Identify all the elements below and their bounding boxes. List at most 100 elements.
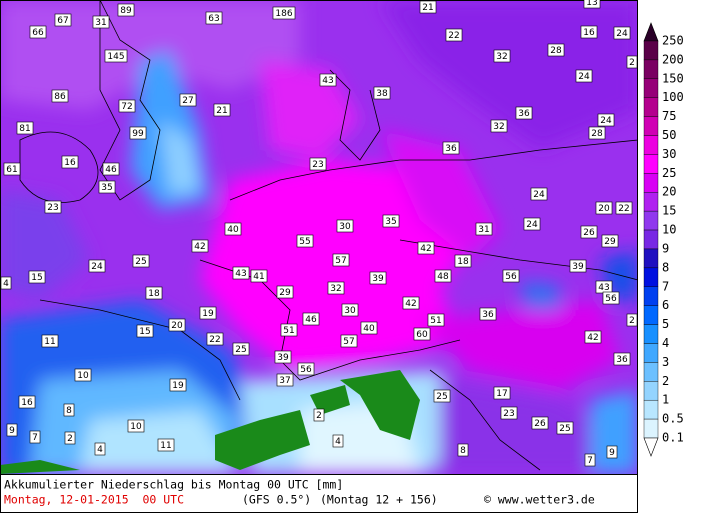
map-label: 25 — [436, 392, 447, 402]
map-label: 27 — [182, 96, 193, 106]
map-label: 25 — [135, 257, 146, 267]
label-box — [232, 266, 250, 280]
label-box — [419, 0, 437, 14]
map-label: 16 — [64, 158, 76, 168]
footer-model: (GFS 0.5°) — [242, 493, 311, 507]
colorbar-label: 150 — [662, 71, 684, 85]
label-box — [402, 296, 420, 310]
label-box — [0, 276, 12, 290]
map-label: 15 — [31, 273, 42, 283]
label-box — [382, 214, 400, 228]
map-label: 36 — [482, 310, 494, 320]
colorbar-band — [643, 135, 659, 155]
map-label: 51 — [430, 316, 441, 326]
map-label: 18 — [457, 257, 469, 267]
map-label: 63 — [208, 14, 219, 24]
map-label: 9 — [9, 426, 15, 436]
colorbar-band — [643, 59, 659, 80]
map-label: 24 — [616, 29, 628, 39]
map-label: 40 — [363, 324, 375, 334]
label-box — [332, 253, 350, 267]
label-box — [613, 352, 631, 366]
map-label: 36 — [518, 109, 530, 119]
colorbar-band — [643, 248, 659, 269]
map-label: 21 — [422, 3, 433, 13]
map-label: 31 — [478, 225, 489, 235]
label-box — [626, 55, 638, 69]
label-box — [102, 162, 120, 176]
map-label: 57 — [335, 256, 346, 266]
label-box — [309, 157, 327, 171]
label-box — [213, 103, 231, 117]
label-box — [132, 254, 150, 268]
map-label: 26 — [534, 419, 546, 429]
map-label: 24 — [578, 72, 590, 82]
colorbar-label: 7 — [662, 279, 669, 293]
map-label: 22 — [448, 31, 459, 41]
label-box — [369, 271, 387, 285]
map-label: 25 — [235, 345, 246, 355]
label-box — [16, 121, 34, 135]
colorbar-label: 100 — [662, 90, 684, 104]
map-label: 72 — [121, 102, 132, 112]
colorbar: 250 200 150 100 75 50 30 25 20 15 10 9 8 7 6 5 4 3 2 1 0.5 0.… — [643, 22, 684, 457]
map-label: 81 — [19, 124, 30, 134]
map-label: 38 — [376, 89, 388, 99]
label-box — [297, 362, 315, 376]
label-box — [136, 324, 154, 338]
map-label: 10 — [130, 422, 142, 432]
map-label: 145 — [107, 52, 124, 62]
map-label: 39 — [372, 274, 384, 284]
label-box — [490, 119, 508, 133]
map-label: 39 — [277, 353, 289, 363]
map-label: 20 — [598, 204, 610, 214]
map-label: 4 — [3, 279, 9, 289]
label-box — [280, 323, 298, 337]
label-box — [530, 187, 548, 201]
map-label: 56 — [300, 365, 312, 375]
label-box — [493, 386, 511, 400]
label-box — [595, 201, 613, 215]
colorbar-band — [643, 78, 659, 98]
map-label: 4 — [335, 437, 341, 447]
map-label: 46 — [305, 315, 317, 325]
map-label: 35 — [101, 183, 112, 193]
label-box — [584, 330, 602, 344]
map-label: 22 — [209, 335, 220, 345]
map-label: 29 — [279, 288, 291, 298]
map-label: 2 — [629, 316, 635, 326]
label-box — [413, 327, 431, 341]
map-label: 24 — [600, 116, 612, 126]
label-box — [29, 430, 41, 444]
map-label: 30 — [339, 222, 351, 232]
colorbar-label: 6 — [662, 298, 669, 312]
map-label: 28 — [591, 129, 603, 139]
colorbar-label: 15 — [662, 204, 676, 218]
colorbar-label: 0.1 — [662, 431, 684, 445]
map-label: 10 — [77, 371, 89, 381]
map-label: 7 — [32, 433, 38, 443]
map-label: 16 — [21, 398, 33, 408]
label-box — [597, 113, 615, 127]
label-box — [454, 254, 472, 268]
map-label: 2 — [629, 58, 635, 68]
map-label: 23 — [312, 160, 323, 170]
label-box — [41, 334, 59, 348]
label-box — [224, 222, 242, 236]
label-box — [332, 434, 344, 448]
map-label: 25 — [559, 424, 570, 434]
label-box — [54, 13, 72, 27]
label-box — [575, 69, 593, 83]
map-label: 60 — [416, 330, 428, 340]
map-label: 23 — [47, 203, 58, 213]
map-label: 32 — [330, 284, 341, 294]
colorbar-label: 9 — [662, 241, 669, 255]
map-label: 28 — [550, 46, 562, 56]
label-box — [276, 373, 294, 387]
label-box — [615, 201, 633, 215]
label-box — [44, 200, 62, 214]
label-box — [427, 313, 445, 327]
colorbar-label: 50 — [662, 128, 676, 142]
map-label: 46 — [105, 165, 117, 175]
map-label: 11 — [160, 441, 171, 451]
